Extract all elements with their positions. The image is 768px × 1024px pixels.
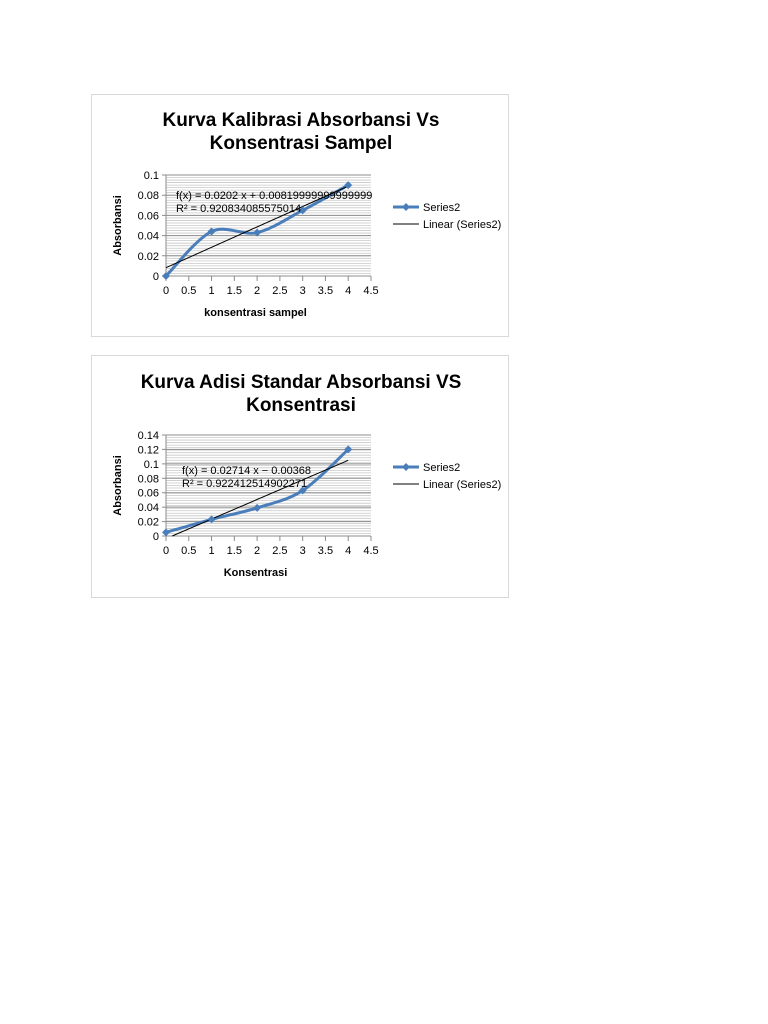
y-axis-title: Absorbansi	[112, 195, 124, 256]
x-tick-label: 3.5	[318, 545, 333, 557]
x-tick-label: 1.5	[227, 545, 242, 557]
y-tick-label: 0.08	[138, 190, 159, 202]
x-tick-label: 0	[163, 285, 169, 297]
y-tick-label: 0.12	[138, 444, 159, 456]
x-tick-label: 3	[300, 545, 306, 557]
y-tick-label: 0.04	[138, 231, 159, 243]
trendline-equation: f(x) = 0.0202 x + 0.00819999999999999	[176, 190, 372, 202]
x-tick-label: 1	[208, 545, 214, 557]
data-point-marker	[344, 181, 353, 190]
y-tick-label: 0.04	[138, 502, 159, 514]
data-point-marker	[253, 228, 262, 237]
trendline-equation: f(x) = 0.02714 x − 0.00368	[182, 465, 311, 477]
x-tick-label: 2	[254, 285, 260, 297]
trendline-r-squared: R² = 0.920834085575014	[176, 203, 301, 215]
data-point-marker	[207, 515, 216, 524]
x-tick-label: 4	[345, 285, 351, 297]
x-axis-title: Konsentrasi	[224, 567, 288, 579]
x-tick-label: 1	[208, 285, 214, 297]
y-tick-label: 0.14	[138, 430, 159, 442]
chart-plot: 0 0.02 0.04 0.06 0.08 0.1 0.12 0.14 0 0.5 1 1.5 2 2.5…	[112, 430, 501, 579]
x-tick-label: 2.5	[272, 545, 287, 557]
trendline-r-squared: R² = 0.922412514902271	[182, 478, 307, 490]
calibration-chart: Kurva Kalibrasi Absorbansi Vs Konsentras…	[91, 94, 509, 337]
chart-title: Kurva Adisi Standar Absorbansi VS Konsen…	[140, 372, 462, 416]
y-tick-label: 0.02	[138, 251, 159, 263]
y-tick-label: 0	[153, 531, 159, 543]
x-tick-label: 3	[300, 285, 306, 297]
y-tick-label: 0.1	[144, 459, 159, 471]
chart-plot: 0 0.02 0.04 0.06 0.08 0.1 0 0.5 1 1.5 2 2.5 3 3.5 4 4.5…	[112, 170, 501, 319]
y-axis-title: Absorbansi	[112, 455, 124, 516]
data-point-marker	[298, 486, 307, 495]
x-tick-label: 4.5	[363, 545, 378, 557]
x-tick-label: 0.5	[181, 285, 196, 297]
data-point-marker	[162, 528, 170, 537]
y-tick-label: 0.06	[138, 210, 159, 222]
legend-series-marker	[402, 203, 410, 211]
y-tick-label: 0.1	[144, 170, 159, 182]
data-point-marker	[207, 227, 216, 236]
data-point-marker	[344, 445, 353, 454]
x-tick-label: 4	[345, 545, 351, 557]
legend-trendline-label: Linear (Series2)	[423, 219, 501, 231]
data-point-marker	[253, 503, 262, 512]
chart-title: Kurva Kalibrasi Absorbansi Vs Konsentras…	[162, 110, 440, 154]
data-point-marker	[298, 206, 307, 215]
y-tick-label: 0.08	[138, 473, 159, 485]
legend-series-marker	[402, 463, 410, 471]
standard-addition-chart: Kurva Adisi Standar Absorbansi VS Konsen…	[91, 355, 509, 598]
data-point-marker	[162, 272, 170, 280]
y-tick-label: 0	[153, 271, 159, 283]
x-tick-label: 0	[163, 545, 169, 557]
y-tick-label: 0.02	[138, 517, 159, 529]
x-tick-label: 1.5	[227, 285, 242, 297]
legend-series-label: Series2	[423, 202, 460, 214]
x-tick-label: 2.5	[272, 285, 287, 297]
x-tick-label: 4.5	[363, 285, 378, 297]
x-tick-label: 2	[254, 545, 260, 557]
x-tick-label: 0.5	[181, 545, 196, 557]
x-axis-title: konsentrasi sampel	[204, 307, 307, 319]
legend-trendline-label: Linear (Series2)	[423, 479, 501, 491]
y-tick-label: 0.06	[138, 488, 159, 500]
legend-series-label: Series2	[423, 462, 460, 474]
trendline	[171, 459, 349, 537]
trendline	[165, 185, 349, 269]
x-tick-label: 3.5	[318, 285, 333, 297]
